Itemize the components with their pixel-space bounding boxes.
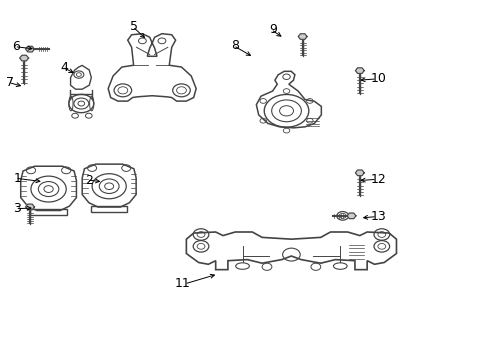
Text: 2: 2	[85, 174, 93, 186]
Polygon shape	[25, 46, 34, 52]
Text: 5: 5	[130, 20, 139, 33]
Text: 10: 10	[371, 72, 387, 85]
Polygon shape	[355, 68, 364, 73]
Text: 8: 8	[231, 39, 239, 52]
Polygon shape	[347, 213, 356, 219]
Text: 4: 4	[60, 60, 68, 73]
Text: 11: 11	[174, 278, 190, 291]
Text: 1: 1	[13, 172, 21, 185]
Text: 3: 3	[13, 202, 21, 215]
Polygon shape	[20, 55, 28, 61]
Text: 6: 6	[12, 40, 20, 53]
Text: 7: 7	[6, 76, 14, 89]
Text: 9: 9	[269, 23, 277, 36]
Polygon shape	[298, 34, 307, 39]
Polygon shape	[355, 170, 364, 176]
Text: 12: 12	[371, 173, 387, 186]
Text: 13: 13	[371, 210, 387, 223]
Polygon shape	[25, 204, 34, 210]
